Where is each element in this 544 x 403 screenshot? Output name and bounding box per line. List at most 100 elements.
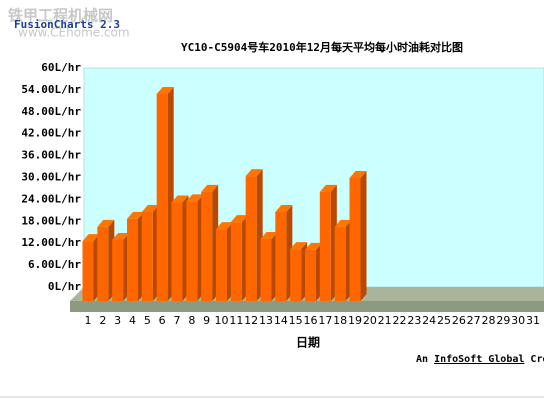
bar-top — [319, 184, 337, 192]
y-tick-label: 24.00L/hr — [21, 192, 81, 205]
bar — [156, 87, 174, 301]
bar-front — [216, 229, 227, 301]
x-tick-label: 28 — [482, 314, 496, 327]
x-tick-label: 3 — [114, 314, 121, 327]
bar-top — [245, 169, 263, 177]
brand: FusionCharts 2.3 — [14, 18, 120, 31]
footer-link[interactable]: InfoSoft Global — [434, 354, 524, 365]
bar — [216, 222, 233, 301]
bar-front — [334, 226, 346, 301]
bar — [260, 231, 278, 301]
bar — [82, 234, 100, 301]
x-tick-label: 20 — [363, 314, 377, 327]
bar — [201, 184, 219, 301]
bar-top — [171, 195, 189, 203]
bar-side — [360, 170, 367, 301]
y-tick-label: 42.00L/hr — [21, 127, 81, 140]
bar-front — [112, 240, 124, 301]
x-tick-label: 8 — [188, 314, 195, 327]
bar — [171, 195, 189, 301]
bar-front — [82, 241, 94, 301]
bar-front — [201, 191, 213, 301]
bar — [97, 219, 115, 301]
bar — [334, 219, 352, 301]
bar — [290, 242, 308, 301]
x-tick-label: 25 — [437, 314, 451, 327]
x-tick-label: 18 — [333, 314, 347, 327]
x-tick-label: 17 — [318, 314, 332, 327]
watermark-url: www.CEhome.com — [18, 26, 130, 40]
x-tick-label: 12 — [244, 314, 258, 327]
x-tick-label: 10 — [215, 314, 229, 327]
chart-title: YC10-C5904号车2010年12月每天平均每小时油耗对比图 — [181, 40, 463, 54]
x-tick-label: 27 — [467, 314, 481, 327]
bar-front — [186, 201, 198, 301]
x-tick-label: 1 — [85, 314, 92, 327]
bar-front — [171, 202, 183, 301]
x-tick-label: 23 — [407, 314, 421, 327]
bar-top — [349, 170, 367, 178]
bar-front — [275, 211, 287, 301]
bar-top — [260, 231, 278, 239]
x-tick-label: 5 — [144, 314, 151, 327]
bar-top — [216, 222, 233, 230]
watermark-site: 铁甲工程机械网 — [8, 7, 113, 25]
bar — [186, 194, 204, 301]
bar-front — [305, 249, 316, 301]
x-tick-label: 15 — [289, 314, 303, 327]
bar — [305, 242, 322, 301]
bar-front — [245, 176, 257, 301]
bar-front — [127, 218, 138, 301]
x-tick-label: 26 — [452, 314, 466, 327]
y-tick-label: 0L/hr — [48, 280, 81, 293]
y-tick-label: 36.00L/hr — [21, 149, 81, 162]
x-tick-label: 14 — [274, 314, 288, 327]
y-tick-label: 30.00L/hr — [21, 171, 81, 184]
bar-front — [230, 222, 242, 301]
y-tick-label: 18.00L/hr — [21, 214, 81, 227]
bar-front — [97, 226, 109, 301]
x-tick-label: 22 — [393, 314, 407, 327]
x-tick-label: 13 — [259, 314, 273, 327]
footer: An InfoSoft Global Cre — [416, 354, 544, 365]
x-tick-label: 30 — [511, 314, 525, 327]
footer-prefix: An — [416, 354, 428, 365]
x-tick-label: 31 — [526, 314, 540, 327]
x-tick-label: 2 — [99, 314, 106, 327]
bar — [112, 233, 130, 301]
bar — [275, 204, 293, 301]
bar-top — [334, 219, 352, 227]
x-tick-label: 11 — [229, 314, 243, 327]
bar-top — [230, 215, 248, 223]
bar-top — [201, 184, 219, 192]
y-tick-label: 6.00L/hr — [28, 258, 81, 271]
bar-top — [141, 204, 159, 212]
y-tick-label: 12.00L/hr — [21, 236, 81, 249]
bar-top — [290, 242, 308, 250]
bar-front — [290, 249, 302, 301]
bar-front — [349, 177, 361, 301]
x-tick-label: 21 — [378, 314, 392, 327]
y-tick-label: 60L/hr — [41, 61, 81, 74]
bar-top — [275, 204, 293, 212]
x-tick-label: 9 — [203, 314, 210, 327]
x-tick-label: 29 — [496, 314, 510, 327]
bar-front — [156, 94, 168, 301]
floor-front — [70, 301, 544, 312]
bar-top — [156, 87, 174, 95]
bar-top — [82, 234, 100, 242]
bar-top — [97, 219, 115, 227]
bar-top — [305, 242, 322, 250]
bar — [141, 204, 159, 301]
bar-top — [127, 211, 144, 219]
y-tick-label: 48.00L/hr — [21, 105, 81, 118]
x-tick-label: 16 — [304, 314, 318, 327]
bar — [319, 184, 337, 301]
bar — [230, 215, 248, 301]
bar-top — [112, 233, 130, 241]
y-tick-label: 54.00L/hr — [21, 83, 81, 96]
bar-front — [319, 191, 331, 301]
bar — [349, 170, 367, 301]
x-axis-label: 日期 — [296, 335, 320, 350]
